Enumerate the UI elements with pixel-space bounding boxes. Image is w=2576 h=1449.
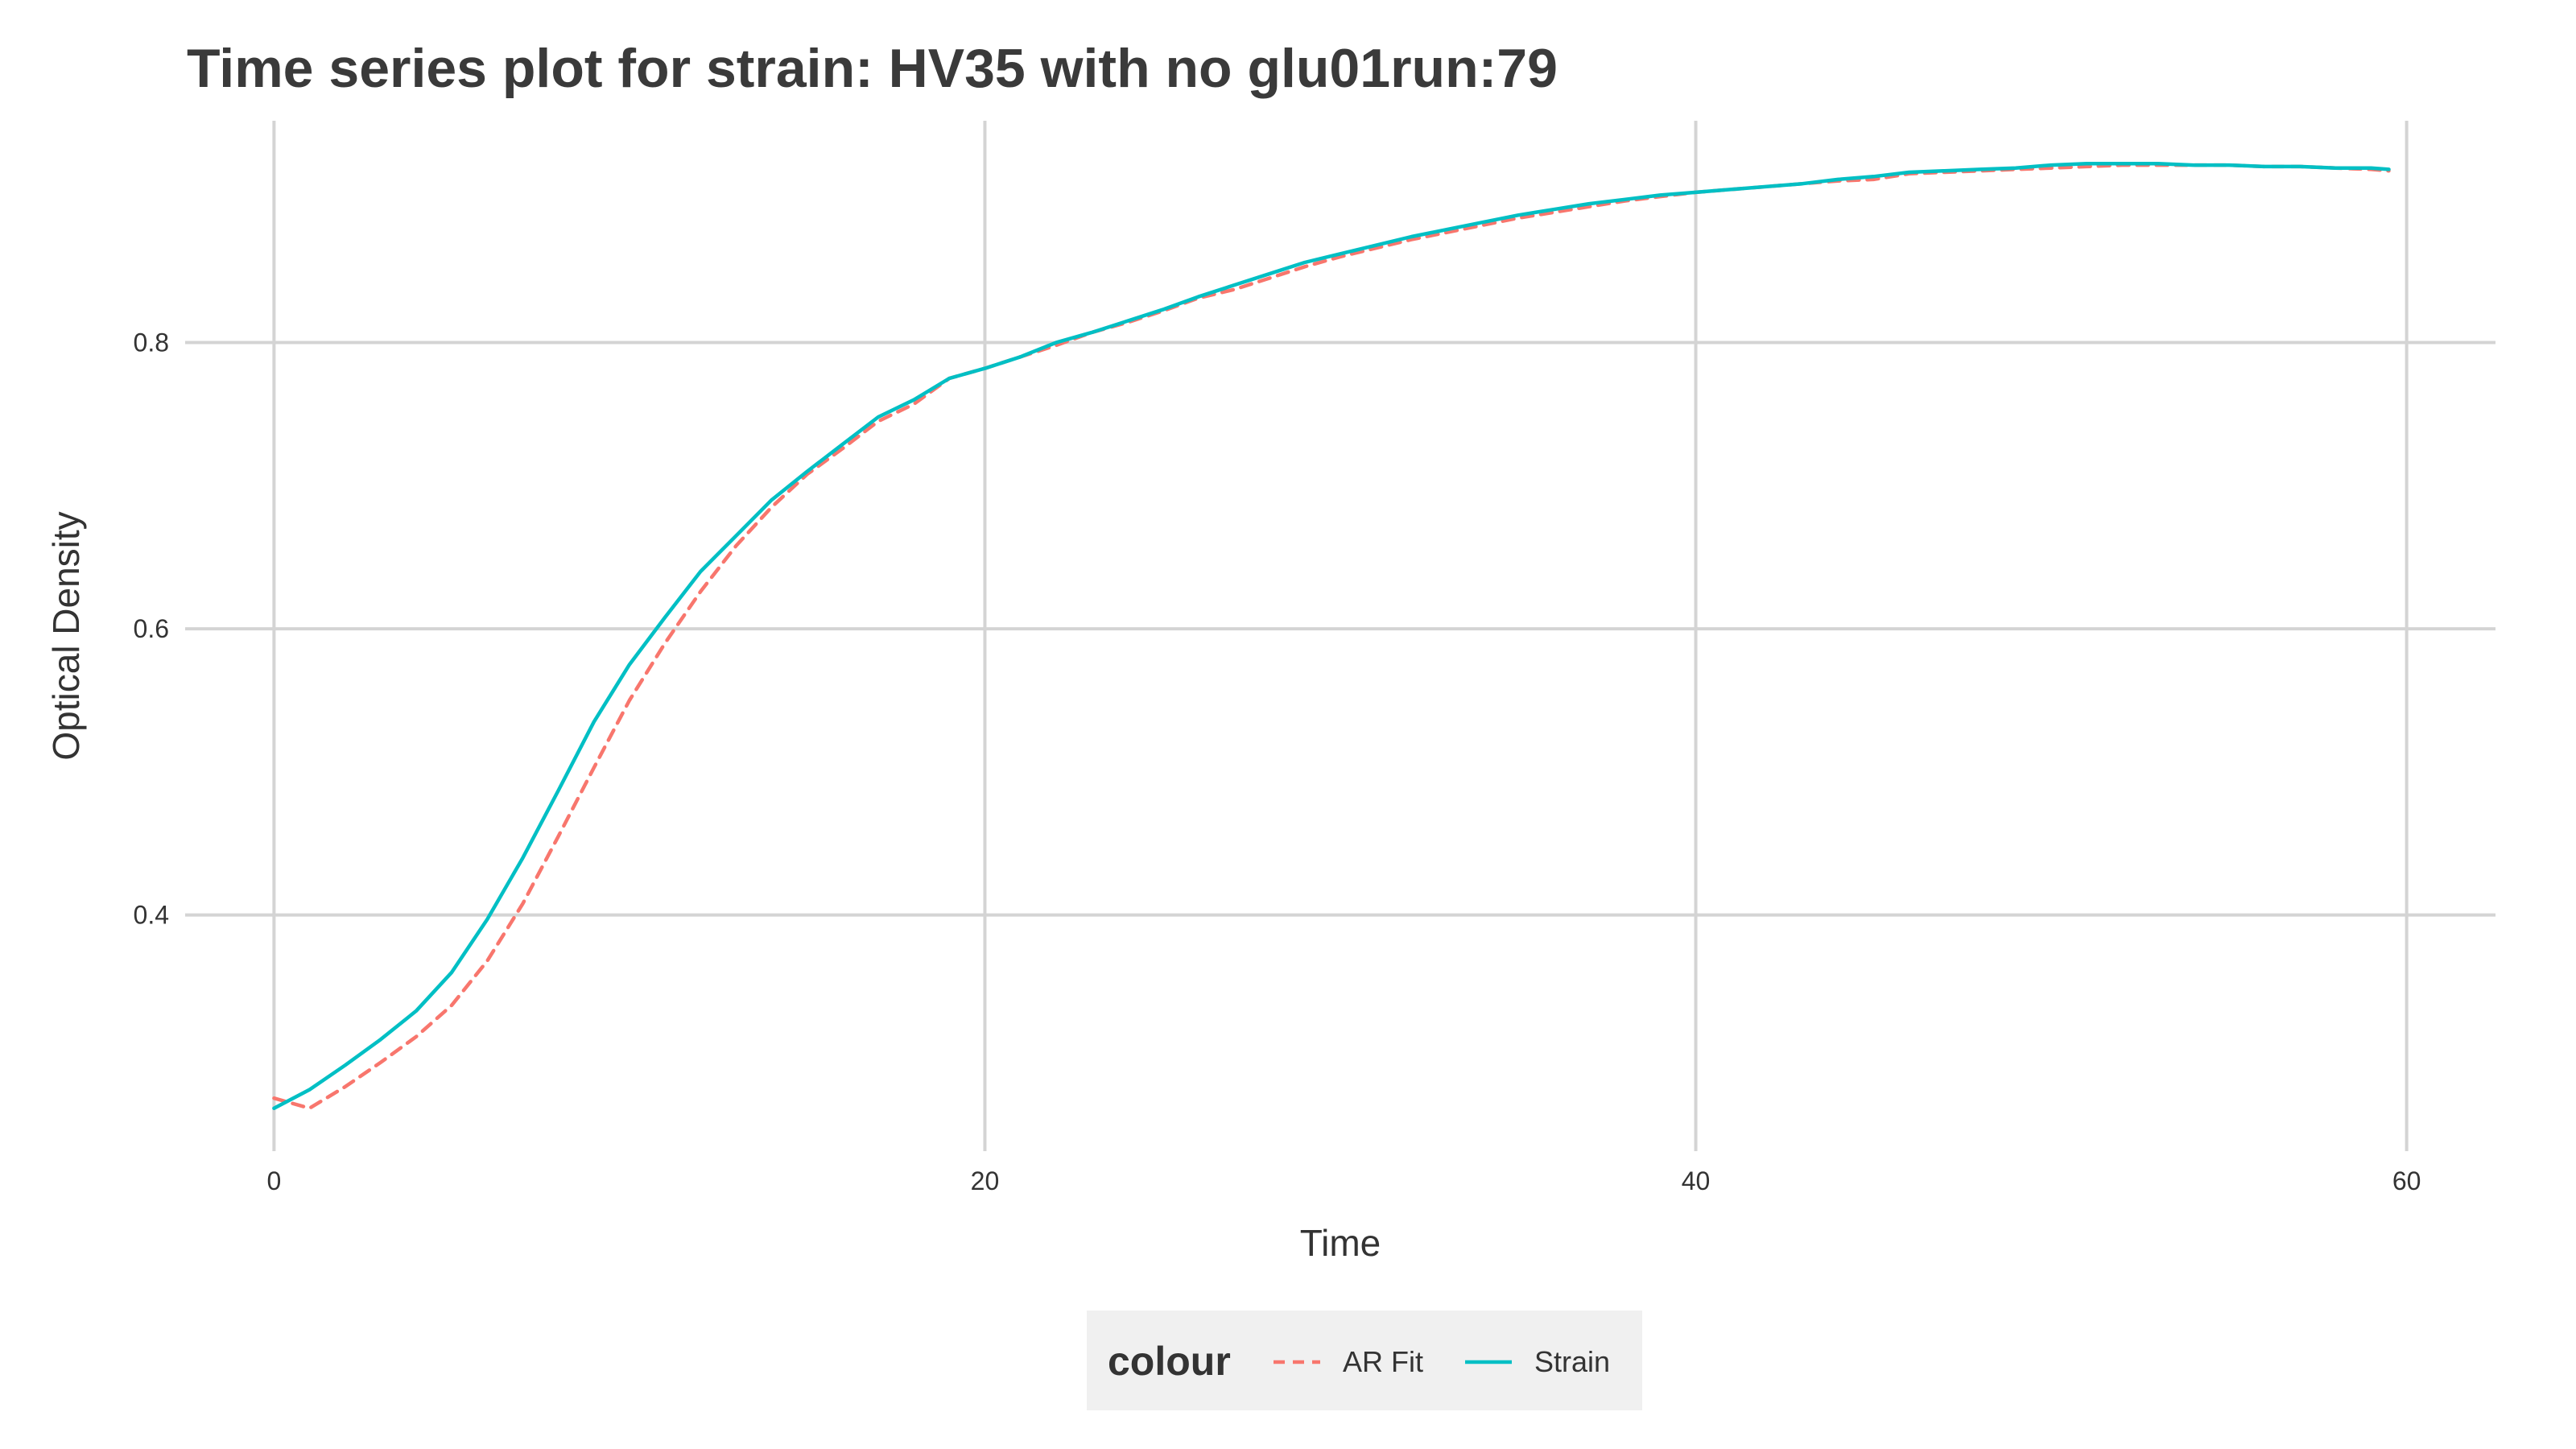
legend-entries: AR Fit Strain: [1274, 1345, 1610, 1378]
y-axis-title: Optical Density: [45, 511, 87, 760]
chart-title: Time series plot for strain: HV35 with n…: [187, 38, 1558, 99]
x-tick-label: 0: [266, 1166, 281, 1195]
legend: colour AR Fit Strain: [1087, 1311, 1642, 1410]
x-axis-ticks: 0 20 40 60: [266, 1166, 2421, 1195]
gridlines: [185, 121, 2496, 1151]
y-tick-label: 0.6: [134, 614, 169, 643]
series-layer: [272, 162, 2391, 1110]
x-tick-label: 40: [1682, 1166, 1711, 1195]
legend-label: AR Fit: [1343, 1345, 1423, 1378]
y-axis-ticks: 0.4 0.6 0.8: [134, 328, 169, 930]
series-line-ar-fit: [272, 163, 2391, 1110]
x-tick-label: 60: [2392, 1166, 2421, 1195]
legend-title: colour: [1108, 1339, 1231, 1384]
x-tick-label: 20: [971, 1166, 1000, 1195]
legend-box: [1087, 1311, 1642, 1410]
y-tick-label: 0.8: [134, 328, 169, 357]
y-tick-label: 0.4: [134, 901, 169, 930]
x-axis-title: Time: [1300, 1222, 1381, 1264]
legend-label: Strain: [1534, 1345, 1610, 1378]
series-line-strain: [272, 162, 2391, 1110]
